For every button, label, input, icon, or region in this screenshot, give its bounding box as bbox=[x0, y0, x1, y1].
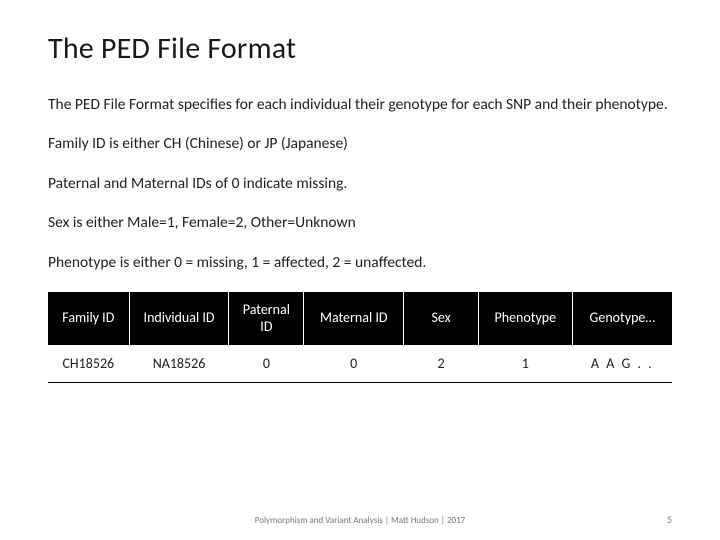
table: Family ID Individual ID Paternal ID Mate… bbox=[48, 292, 672, 384]
body-paragraph: Family ID is either CH (Chinese) or JP (… bbox=[48, 134, 672, 153]
slide: The PED File Format The PED File Format … bbox=[0, 0, 720, 540]
col-paternal-id: Paternal ID bbox=[229, 292, 304, 346]
cell-individual-id: NA18526 bbox=[129, 345, 229, 383]
table-row: CH18526 NA18526 0 0 2 1 A A G . . bbox=[48, 345, 672, 383]
col-sex: Sex bbox=[404, 292, 479, 346]
body-paragraph: Paternal and Maternal IDs of 0 indicate … bbox=[48, 174, 672, 193]
cell-genotype: A A G . . bbox=[572, 345, 672, 383]
table-header-row: Family ID Individual ID Paternal ID Mate… bbox=[48, 292, 672, 346]
col-phenotype: Phenotype bbox=[479, 292, 573, 346]
col-individual-id: Individual ID bbox=[129, 292, 229, 346]
body-paragraph: The PED File Format specifies for each i… bbox=[48, 95, 672, 114]
col-family-id: Family ID bbox=[48, 292, 129, 346]
page-number: 5 bbox=[667, 513, 672, 526]
col-genotype: Genotype… bbox=[572, 292, 672, 346]
page-title: The PED File Format bbox=[48, 30, 672, 67]
col-maternal-id: Maternal ID bbox=[304, 292, 404, 346]
ped-table: Family ID Individual ID Paternal ID Mate… bbox=[48, 292, 672, 384]
cell-phenotype: 1 bbox=[479, 345, 573, 383]
cell-family-id: CH18526 bbox=[48, 345, 129, 383]
footer-text: Polymorphism and Variant Analysis | Matt… bbox=[0, 515, 720, 526]
cell-maternal-id: 0 bbox=[304, 345, 404, 383]
body-paragraph: Phenotype is either 0 = missing, 1 = aff… bbox=[48, 253, 672, 272]
cell-paternal-id: 0 bbox=[229, 345, 304, 383]
body-paragraph: Sex is either Male=1, Female=2, Other=Un… bbox=[48, 213, 672, 232]
cell-sex: 2 bbox=[404, 345, 479, 383]
